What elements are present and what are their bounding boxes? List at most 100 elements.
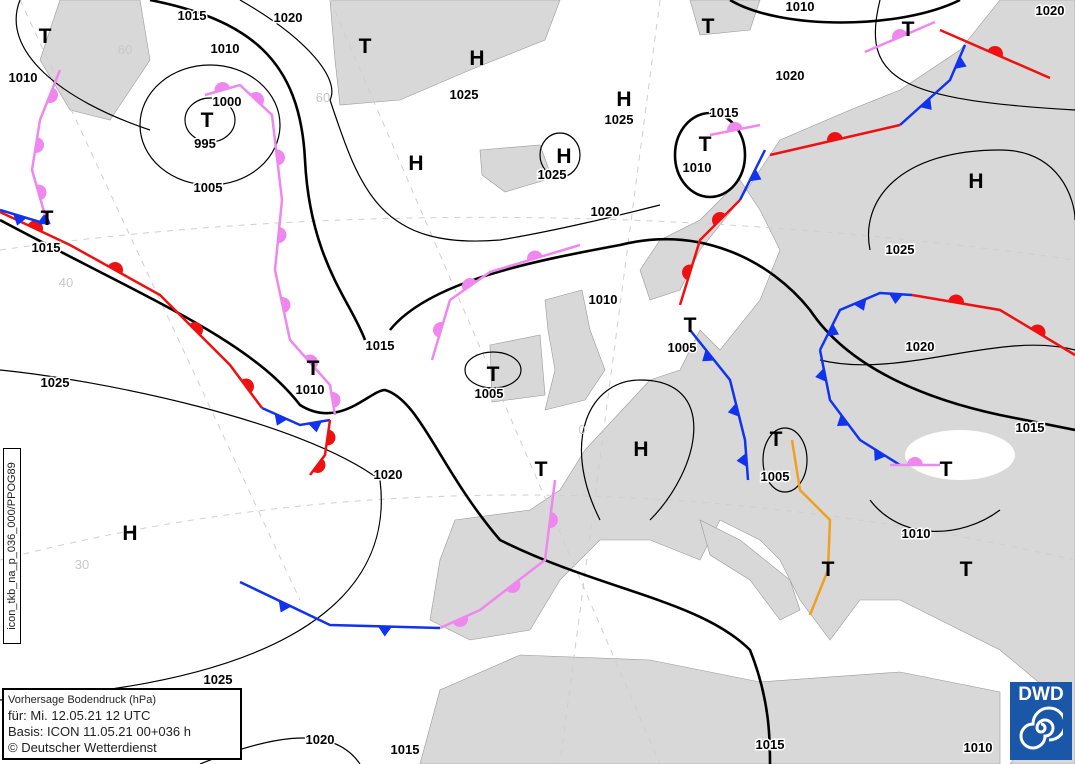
isobar-label: 995 [194, 136, 216, 151]
occluded-front-semicircle [452, 615, 468, 627]
occluded-front-semicircle [34, 137, 44, 153]
legend-box: Vorhersage Bodendruck (hPa) für: Mi. 12.… [2, 688, 242, 760]
isobar-label: 1010 [589, 292, 618, 307]
low-pressure-center: T [39, 25, 52, 48]
occluded-front-semicircle [527, 250, 543, 261]
graticule-label: 40 [59, 275, 73, 290]
isobar-label: 1010 [902, 526, 931, 541]
high-pressure-center: H [616, 88, 631, 111]
isobar-label: 1015 [710, 105, 739, 120]
low-pressure-center: T [487, 363, 500, 386]
graticule-label: 60 [118, 42, 132, 57]
map-labels: 1015 1020 1010 1010 1000 995 1005 1015 1025 1010 1… [7, 0, 1066, 759]
cold-front-triangle [954, 56, 967, 69]
high-pressure-center: H [122, 522, 137, 545]
isobar-label: 1025 [204, 672, 233, 687]
occluded-front-semicircle [250, 92, 264, 106]
warm-front-semicircle [241, 378, 254, 393]
warm-front-semicircle [681, 264, 693, 281]
isobar-label: 1015 [756, 737, 785, 752]
legend-title: Vorhersage Bodendruck (hPa) [8, 694, 156, 706]
low-pressure-center: T [359, 35, 372, 58]
cold-front-triangle [815, 368, 827, 382]
cold-front [239, 580, 441, 630]
isobar-label: 1020 [776, 68, 805, 83]
occluded-front-semicircle [433, 322, 444, 338]
low-pressure-center: T [702, 15, 715, 38]
cold-front-triangle [702, 349, 715, 362]
cold-front-triangle [308, 421, 322, 433]
land [39, 0, 1075, 764]
occluded-front-semicircle [276, 149, 285, 166]
isobar-label: 1025 [605, 112, 634, 127]
cold-front-triangle [13, 213, 27, 226]
low-pressure-center: T [684, 314, 697, 337]
occluded-front-semicircle [907, 457, 923, 465]
low-pressure-center: T [535, 458, 548, 481]
occluded-front-semicircle [214, 82, 231, 93]
isobar-label: 1010 [683, 160, 712, 175]
occluded-front-semicircle [461, 277, 477, 291]
isobar-label: 1005 [761, 469, 790, 484]
occluded-front-semicircle [506, 580, 521, 594]
dwd-logo: DWD [1010, 682, 1072, 760]
cold-front-triangle [889, 293, 903, 304]
isobar-label: 1025 [41, 375, 70, 390]
product-code: icon_tkb_na_p_036_000/PPOG89 [6, 462, 18, 630]
spiral-icon [1019, 706, 1067, 750]
high-pressure-center: H [408, 152, 423, 175]
occluded-front-semicircle [892, 29, 908, 41]
isobar-label: 1015 [1016, 420, 1045, 435]
high-pressure-center: H [556, 145, 571, 168]
isobar-label: 1025 [450, 87, 479, 102]
low-pressure-center: T [307, 357, 320, 380]
isobar-label: 1015 [391, 742, 420, 757]
warm-front-semicircle [948, 294, 964, 304]
low-pressure-center: T [960, 558, 973, 581]
cold-front-triangle [378, 626, 392, 637]
graticule-label: 60 [316, 90, 330, 105]
africa [419, 654, 1001, 764]
cold-front-triangle [727, 403, 740, 417]
occluded-front-semicircle [280, 297, 291, 313]
warm-front [0, 210, 264, 409]
isobar-label: 1005 [668, 340, 697, 355]
isobar-label: 1020 [306, 732, 335, 747]
low-pressure-center: T [770, 428, 783, 451]
legend-valid-time: für: Mi. 12.05.21 12 UTC [8, 708, 151, 723]
warm-front-semicircle [326, 429, 336, 446]
cold-front-triangle [749, 168, 762, 182]
isobar-label: 1020 [906, 339, 935, 354]
cold-front-triangle [837, 414, 850, 426]
high-pressure-center: H [968, 170, 983, 193]
occluded-front-semicircle [304, 354, 318, 369]
cold-front-triangle [38, 212, 51, 225]
low-pressure-center: T [201, 109, 214, 132]
occluded-front-semicircle [549, 512, 559, 528]
isobar-label: 1020 [274, 10, 303, 25]
isobar-label: 1020 [1036, 3, 1065, 18]
isobar-label: 1010 [786, 0, 815, 14]
cold-front [261, 406, 331, 427]
cold-front-triangle [874, 448, 886, 461]
occluded-front-semicircle [331, 392, 341, 408]
europe [429, 0, 1075, 764]
low-pressure-center: T [41, 207, 54, 230]
warm-front-semicircle [711, 211, 726, 226]
isobar-label: 1010 [211, 41, 240, 56]
high-pressure-center: H [469, 47, 484, 70]
graticule-label: 30 [75, 557, 89, 572]
isobar-label: 1010 [964, 740, 993, 755]
isobar-label: 1020 [374, 467, 403, 482]
svalbard [689, 0, 761, 36]
isobar-label: 1000 [213, 94, 242, 109]
warm-front [911, 293, 1075, 357]
ireland [489, 334, 546, 403]
warm-front-semicircle [312, 458, 326, 473]
warm-front [678, 199, 741, 306]
great-britain [544, 289, 606, 411]
cold-front-triangle [736, 453, 748, 467]
legend-basis: Basis: ICON 11.05.21 00+036 h [8, 724, 191, 739]
